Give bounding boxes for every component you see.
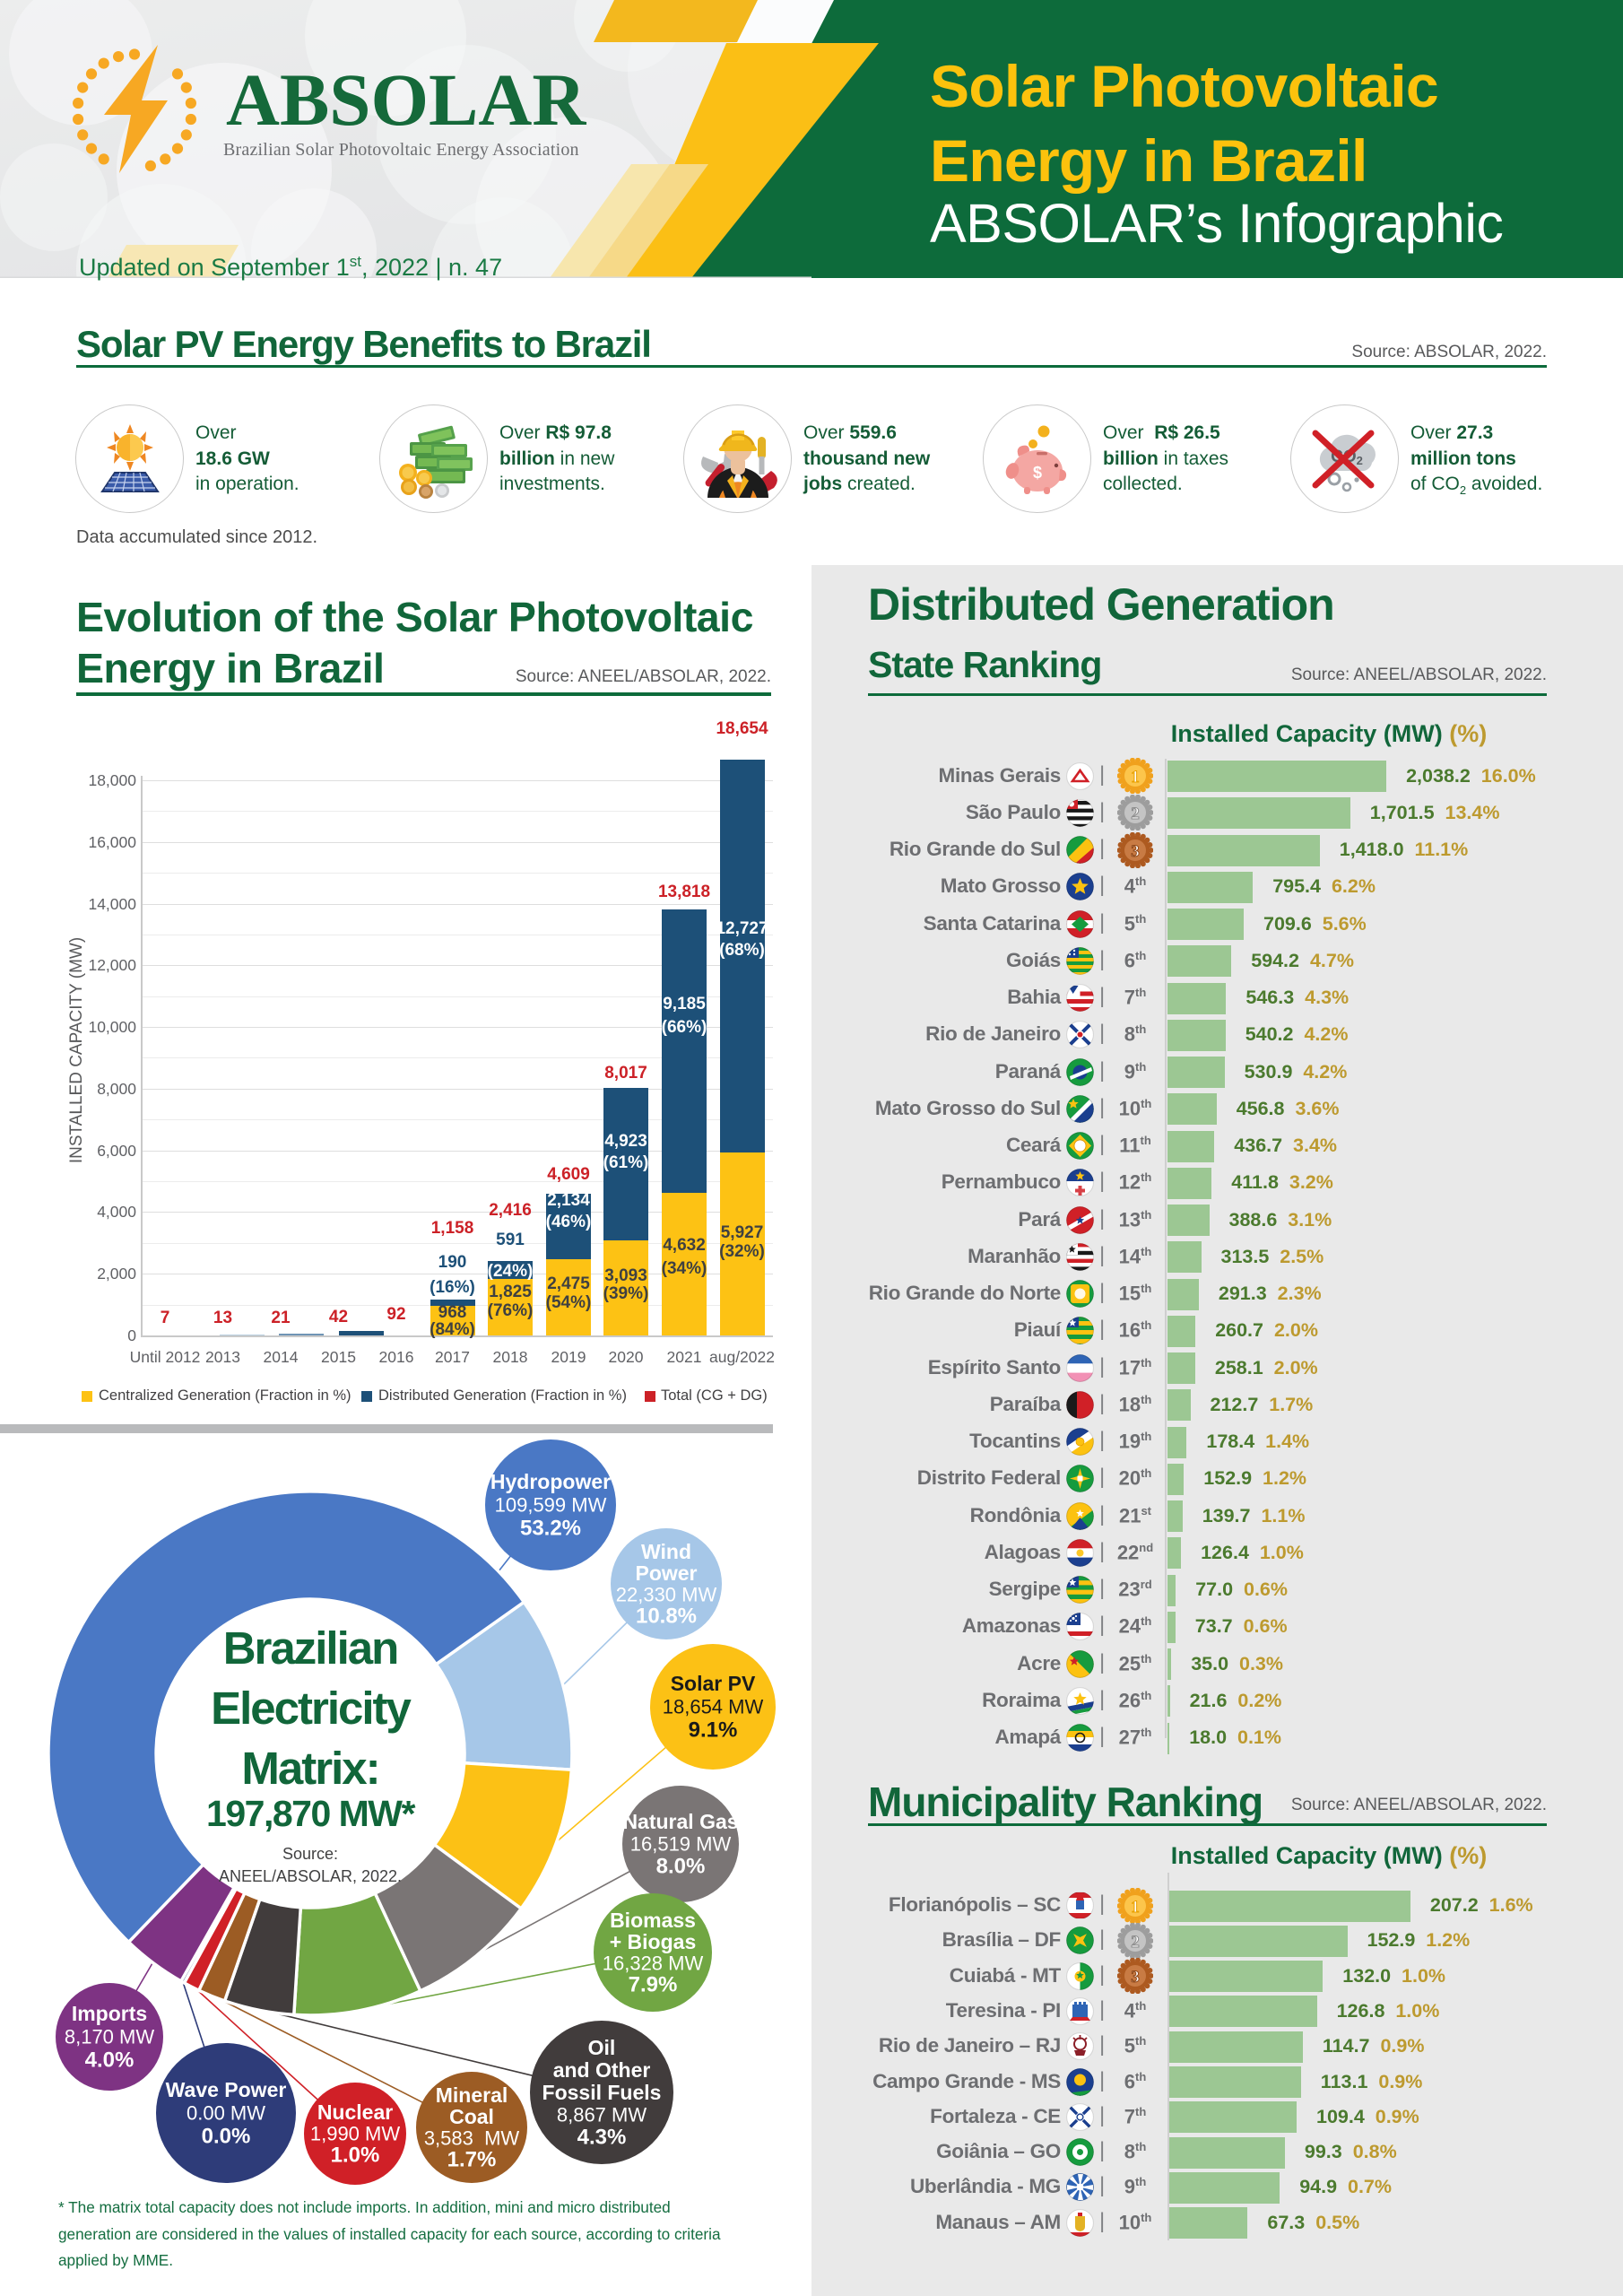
- svg-text:8,867 MW: 8,867 MW: [557, 2104, 647, 2126]
- svg-text:1,990 MW: 1,990 MW: [310, 2123, 400, 2145]
- svg-text:4.0%: 4.0%: [85, 2048, 135, 2073]
- svg-text:0.0%: 0.0%: [202, 2125, 251, 2149]
- svg-text:Power: Power: [635, 1561, 697, 1585]
- svg-text:2: 2: [1131, 804, 1140, 823]
- svg-text:16,328 MW: 16,328 MW: [603, 1952, 704, 1975]
- svg-text:10.8%: 10.8%: [636, 1605, 697, 1629]
- svg-text:3: 3: [1131, 842, 1140, 861]
- svg-text:3,583 MW: 3,583 MW: [424, 2127, 520, 2150]
- svg-text:Nuclear: Nuclear: [317, 2100, 393, 2124]
- svg-text:1: 1: [1131, 768, 1140, 787]
- svg-text:Biomass: Biomass: [610, 1909, 696, 1932]
- svg-text:Wave Power: Wave Power: [166, 2078, 287, 2101]
- svg-text:2: 2: [1131, 1933, 1140, 1952]
- svg-text:7.9%: 7.9%: [629, 1973, 678, 1997]
- svg-text:22,330 MW: 22,330 MW: [616, 1584, 717, 1606]
- svg-text:1: 1: [1131, 1898, 1140, 1917]
- svg-text:$: $: [1033, 464, 1042, 482]
- svg-text:4.3%: 4.3%: [577, 2126, 627, 2150]
- svg-text:+ Biogas: + Biogas: [610, 1930, 697, 1953]
- svg-text:16,519 MW: 16,519 MW: [630, 1833, 732, 1856]
- svg-text:53.2%: 53.2%: [520, 1517, 581, 1541]
- svg-text:Oil: Oil: [588, 2036, 616, 2059]
- svg-text:8.0%: 8.0%: [656, 1855, 706, 1879]
- svg-text:9.1%: 9.1%: [689, 1718, 738, 1743]
- svg-text:and Other: and Other: [553, 2058, 651, 2082]
- svg-text:3: 3: [1131, 1968, 1140, 1987]
- svg-text:Coal: Coal: [449, 2105, 494, 2128]
- svg-text:109,599 MW: 109,599 MW: [495, 1494, 607, 1517]
- svg-text:Mineral: Mineral: [436, 2083, 508, 2107]
- svg-text:0.00 MW: 0.00 MW: [187, 2102, 265, 2125]
- svg-text:Solar PV: Solar PV: [671, 1672, 756, 1695]
- svg-text:Imports: Imports: [72, 2002, 147, 2025]
- svg-text:Natural Gas: Natural Gas: [622, 1810, 738, 1833]
- svg-text:Wind: Wind: [641, 1540, 691, 1563]
- svg-text:8,170 MW: 8,170 MW: [65, 2026, 154, 2048]
- svg-text:Fossil Fuels: Fossil Fuels: [542, 2081, 662, 2104]
- svg-text:1.0%: 1.0%: [331, 2144, 380, 2168]
- svg-text:18,654 MW: 18,654 MW: [663, 1696, 764, 1718]
- svg-text:Hydropower: Hydropower: [490, 1470, 611, 1493]
- svg-text:1.7%: 1.7%: [447, 2148, 497, 2172]
